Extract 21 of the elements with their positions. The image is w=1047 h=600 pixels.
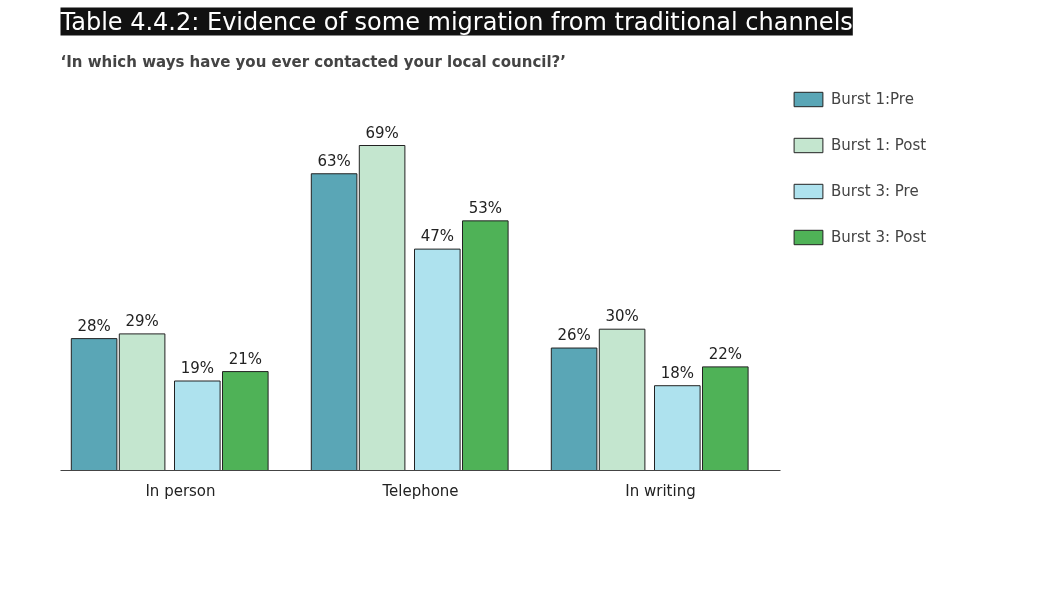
- data-label: 30%: [605, 307, 639, 326]
- chart-title: Table 4.4.2: Evidence of some migration from traditional channels: [59, 7, 853, 36]
- data-label: 69%: [365, 123, 399, 142]
- legend-label: Burst 3: Post: [831, 228, 927, 246]
- x-tick-label: Telephone: [381, 481, 459, 500]
- x-tick-label: In person: [145, 481, 216, 500]
- data-label: 47%: [420, 227, 454, 246]
- data-label: 28%: [77, 316, 111, 335]
- x-tick-label: In writing: [625, 481, 696, 500]
- data-label: 63%: [317, 151, 351, 170]
- data-label: 19%: [180, 359, 214, 378]
- data-label: 21%: [228, 349, 262, 368]
- legend-label: Burst 1: Post: [831, 136, 927, 154]
- data-label: 53%: [468, 198, 502, 217]
- data-label: 22%: [708, 344, 742, 363]
- data-label: 26%: [557, 326, 591, 345]
- legend-label: Burst 1:Pre: [831, 90, 914, 108]
- legend-label: Burst 3: Pre: [831, 182, 919, 200]
- data-label: 29%: [125, 311, 159, 330]
- data-label: 18%: [660, 363, 694, 382]
- chart-subtitle: ‘In which ways have you ever contacted your local council?’: [60, 52, 566, 71]
